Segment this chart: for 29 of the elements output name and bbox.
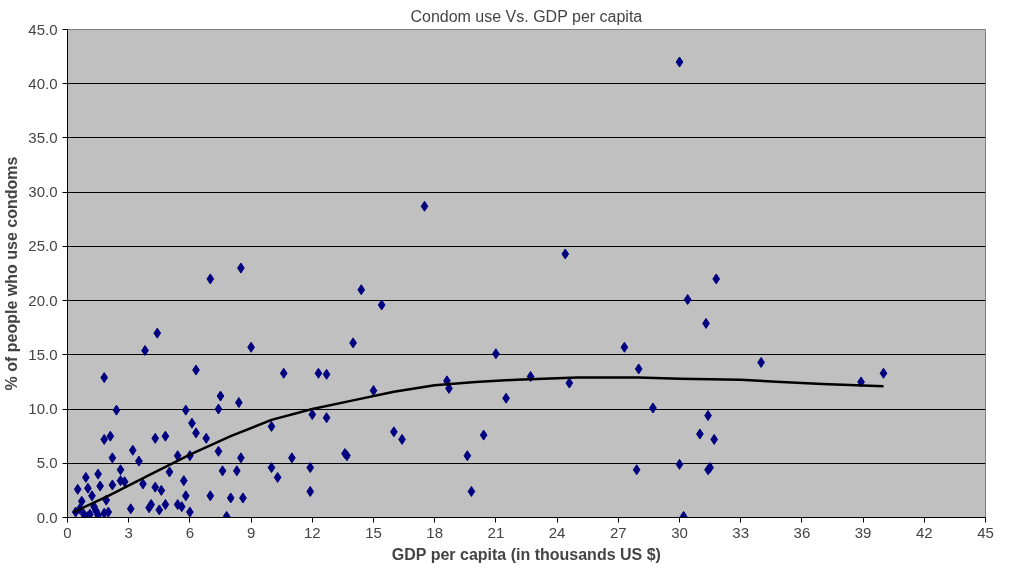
x-tick-label: 24 bbox=[548, 523, 566, 541]
y-tick-label: 10.0 bbox=[28, 400, 58, 418]
x-axis-title: GDP per capita (in thousands US $) bbox=[391, 545, 661, 563]
y-tick-label: 45.0 bbox=[28, 20, 58, 38]
x-tick-label: 21 bbox=[487, 523, 505, 541]
chart-title: Condom use Vs. GDP per capita bbox=[410, 7, 643, 25]
x-tick-label: 3 bbox=[124, 523, 133, 541]
y-tick-label: 20.0 bbox=[28, 291, 58, 309]
x-tick-label: 6 bbox=[185, 523, 195, 541]
x-tick-label: 36 bbox=[793, 523, 811, 541]
x-tick-label: 33 bbox=[732, 523, 750, 541]
x-tick-label: 27 bbox=[609, 523, 627, 541]
y-tick-label: 0.0 bbox=[36, 508, 58, 526]
x-tick-label: 12 bbox=[303, 523, 321, 541]
x-tick-label: 0 bbox=[63, 523, 72, 541]
y-tick-label: 15.0 bbox=[28, 345, 58, 363]
x-tick-label: 15 bbox=[365, 523, 382, 541]
y-tick-label: 35.0 bbox=[28, 128, 58, 146]
y-axis-title: % of people who use condoms bbox=[3, 156, 21, 391]
x-tick-label: 9 bbox=[246, 523, 256, 541]
y-tick-label: 5.0 bbox=[36, 454, 58, 472]
y-tick-label: 30.0 bbox=[28, 183, 58, 201]
x-tick-label: 30 bbox=[671, 523, 688, 541]
y-tick-label: 25.0 bbox=[28, 237, 58, 255]
x-tick-label: 45 bbox=[977, 523, 994, 541]
x-tick-label: 18 bbox=[426, 523, 444, 541]
x-tick-label: 39 bbox=[854, 523, 872, 541]
x-tick-label: 42 bbox=[915, 523, 933, 541]
y-tick-label: 40.0 bbox=[28, 74, 58, 92]
